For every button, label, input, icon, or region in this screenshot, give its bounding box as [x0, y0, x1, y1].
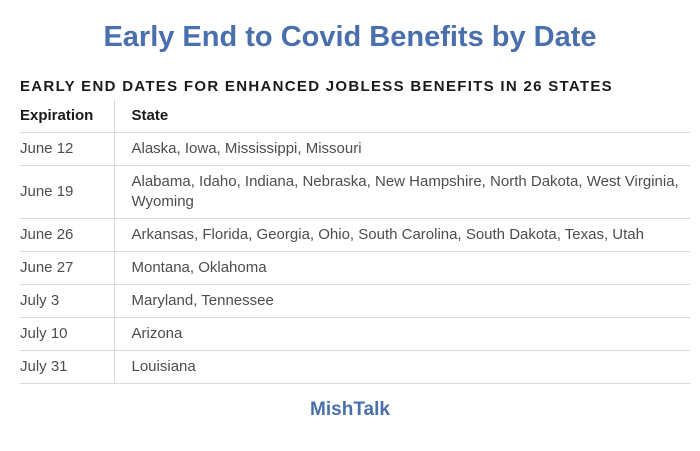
states-cell: Montana, Oklahoma	[131, 259, 267, 277]
states-cell: Arkansas, Florida, Georgia, Ohio, South …	[131, 226, 645, 244]
expiration-cell: June 27	[20, 251, 115, 285]
table-caption: EARLY END DATES FOR ENHANCED JOBLESS BEN…	[20, 77, 613, 95]
states-cell: Louisiana	[131, 358, 196, 376]
expiration-cell: June 12	[20, 132, 115, 166]
expiration-cell: July 10	[20, 317, 115, 351]
column-header-expiration: Expiration	[20, 100, 115, 133]
table-header-row: Expiration State	[20, 100, 690, 133]
table-row: July 31 Louisiana	[20, 350, 690, 384]
table-row: June 19 Alabama, Idaho, Indiana, Nebrask…	[20, 165, 690, 219]
states-cell: Alabama, Idaho, Indiana, Nebraska, New H…	[131, 173, 679, 211]
states-cell: Alaska, Iowa, Mississippi, Missouri	[131, 140, 362, 158]
table-row: June 27 Montana, Oklahoma	[20, 251, 690, 285]
table-row: June 26 Arkansas, Florida, Georgia, Ohio…	[20, 218, 690, 252]
states-cell: Maryland, Tennessee	[131, 292, 274, 310]
states-cell: Arizona	[131, 325, 183, 343]
expiration-cell: July 31	[20, 350, 115, 384]
benefits-table: Expiration State June 12 Alaska, Iowa, M…	[20, 100, 690, 384]
column-header-state: State	[131, 107, 169, 125]
table-row: July 3 Maryland, Tennessee	[20, 284, 690, 318]
expiration-cell: June 19	[20, 165, 115, 219]
page-title: Early End to Covid Benefits by Date	[103, 21, 597, 53]
expiration-cell: June 26	[20, 218, 115, 252]
footer-brand: MishTalk	[310, 399, 390, 421]
table-row: June 12 Alaska, Iowa, Mississippi, Misso…	[20, 132, 690, 166]
page: Early End to Covid Benefits by Date EARL…	[0, 21, 700, 421]
table-row: July 10 Arizona	[20, 317, 690, 351]
expiration-cell: July 3	[20, 284, 115, 318]
